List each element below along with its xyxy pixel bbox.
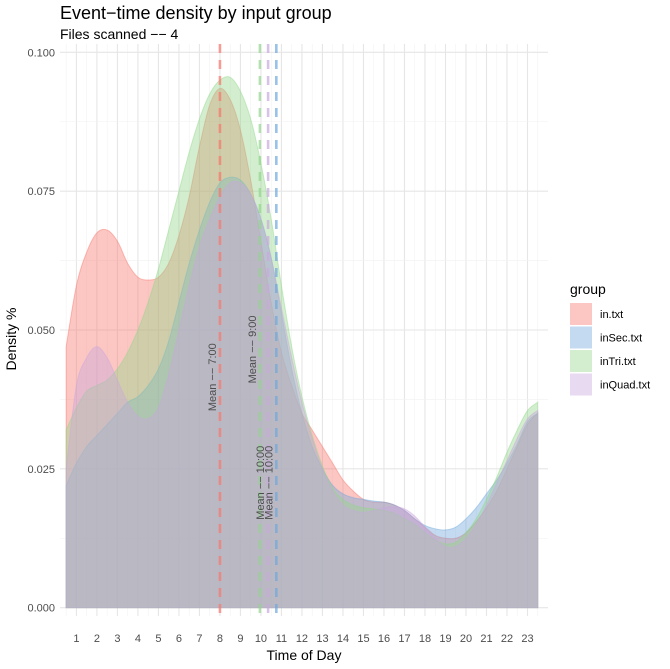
x-tick-label: 19 [439, 633, 451, 645]
plot-areas [65, 76, 539, 609]
legend: group in.txt inSec.txt inTri.txt inQuad.txt [570, 281, 650, 396]
x-tick-label: 2 [94, 633, 100, 645]
mean-label: Mean −− 9:00 [247, 315, 259, 383]
x-tick-label: 20 [460, 633, 472, 645]
y-tick-label: 0.100 [27, 47, 55, 59]
mean-label: Mean −− 10:00 [263, 446, 275, 520]
x-tick-label: 1 [73, 633, 79, 645]
density-area-intri-txt [65, 76, 539, 609]
x-tick-label: 10 [255, 633, 267, 645]
y-axis-ticks: 0.000 0.025 0.050 0.075 0.100 [27, 47, 55, 614]
x-tick-label: 22 [501, 633, 513, 645]
chart-title: Event−time density by input group [60, 3, 332, 23]
legend-label: inQuad.txt [600, 380, 650, 392]
x-tick-label: 11 [276, 633, 287, 645]
x-tick-label: 17 [398, 633, 410, 645]
x-tick-label: 5 [155, 633, 161, 645]
legend-label: in.txt [600, 309, 623, 321]
x-axis-title: Time of Day [267, 647, 342, 663]
legend-key [570, 373, 592, 396]
legend-title: group [570, 281, 606, 297]
mean-label: Mean −− 10:00 [255, 446, 267, 520]
density-area-inquad-txt [65, 180, 539, 609]
x-tick-label: 7 [196, 633, 202, 645]
x-tick-label: 3 [114, 633, 120, 645]
mean-lines: Mean −− 7:00 Mean −− 9:00 Mean −− 10:00Mea… [207, 44, 278, 616]
density-area-in-txt [65, 87, 539, 609]
y-tick-label: 0.025 [27, 464, 55, 476]
x-axis-ticks: 1 2 3 4 5 6 7 8 9 10 11 12 13 14 15 16 17 18 19 20 21 22 23 [73, 633, 533, 645]
density-area-insec-txt [65, 176, 539, 609]
legend-label: inSec.txt [600, 333, 642, 345]
legend-key [570, 326, 592, 349]
y-tick-label: 0.050 [27, 325, 55, 337]
y-tick-label: 0.000 [27, 603, 55, 615]
x-tick-label: 8 [217, 633, 223, 645]
legend-key [570, 303, 592, 325]
x-tick-label: 4 [135, 633, 141, 645]
x-tick-label: 15 [357, 633, 369, 645]
x-tick-label: 16 [378, 633, 390, 645]
legend-key [570, 350, 592, 372]
x-tick-label: 18 [419, 633, 431, 645]
legend-label: inTri.txt [600, 356, 636, 368]
x-tick-label: 13 [316, 633, 328, 645]
x-tick-label: 23 [521, 633, 533, 645]
y-tick-label: 0.075 [27, 186, 55, 198]
mean-label: Mean −− 7:00 [207, 343, 219, 411]
chart-subtitle: Files scanned −− 4 [60, 26, 179, 42]
y-axis-title: Density % [3, 307, 19, 370]
x-tick-label: 6 [176, 633, 182, 645]
x-tick-label: 21 [480, 633, 492, 645]
x-tick-label: 9 [237, 633, 243, 645]
x-tick-label: 12 [296, 633, 308, 645]
x-tick-label: 14 [337, 633, 349, 645]
plot-grid [60, 44, 548, 616]
